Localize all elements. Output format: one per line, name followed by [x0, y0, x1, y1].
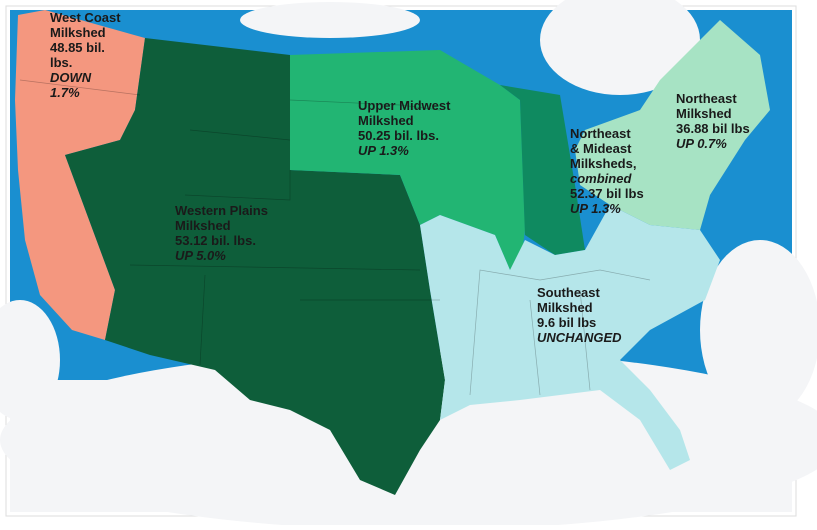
region-amount: 53.12 bil. lbs. — [175, 233, 256, 248]
region-change: UP 1.3% — [570, 201, 621, 216]
southeast-region — [420, 205, 720, 470]
region-name: combined — [570, 171, 632, 186]
region-name: Western Plains — [175, 203, 268, 218]
upper-midwest-region — [290, 50, 525, 270]
west-coast-region — [15, 10, 145, 340]
region-change: DOWN — [50, 70, 92, 85]
region-name: Northeast — [570, 126, 631, 141]
region-change: UNCHANGED — [537, 330, 622, 345]
region-change: UP 5.0% — [175, 248, 226, 263]
region-name: & Mideast — [570, 141, 632, 156]
region-change: UP 0.7% — [676, 136, 727, 151]
region-name: Milkshed — [537, 300, 593, 315]
region-amount: lbs. — [50, 55, 72, 70]
region-name: Milkshed — [50, 25, 106, 40]
region-name: West Coast — [50, 10, 121, 25]
region-amount: 9.6 bil lbs — [537, 315, 596, 330]
region-amount: 36.88 bil lbs — [676, 121, 750, 136]
region-name: Milkshed — [358, 113, 414, 128]
region-amount: 48.85 bil. — [50, 40, 105, 55]
region-name: Southeast — [537, 285, 601, 300]
mideast-region — [500, 85, 585, 255]
region-name: Upper Midwest — [358, 98, 451, 113]
regions — [15, 10, 770, 495]
region-name: Northeast — [676, 91, 737, 106]
region-change: 1.7% — [50, 85, 80, 100]
region-amount: 52.37 bil lbs — [570, 186, 644, 201]
region-amount: 50.25 bil. lbs. — [358, 128, 439, 143]
northeast-region — [575, 20, 770, 230]
region-change: UP 1.3% — [358, 143, 409, 158]
state-borders — [19, 79, 651, 396]
western-plains-region — [65, 38, 445, 495]
region-name: Milkshed — [676, 106, 732, 121]
region-name: Milkshed — [175, 218, 231, 233]
region-name: Milksheds, — [570, 156, 636, 171]
